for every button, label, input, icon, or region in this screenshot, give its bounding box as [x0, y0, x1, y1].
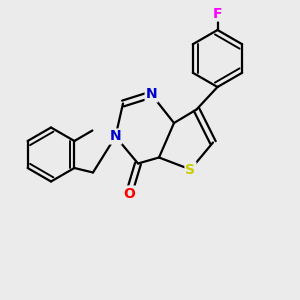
Text: N: N — [110, 130, 121, 143]
Text: S: S — [185, 163, 196, 176]
Text: N: N — [146, 88, 157, 101]
Text: O: O — [123, 187, 135, 200]
Text: F: F — [213, 7, 222, 20]
